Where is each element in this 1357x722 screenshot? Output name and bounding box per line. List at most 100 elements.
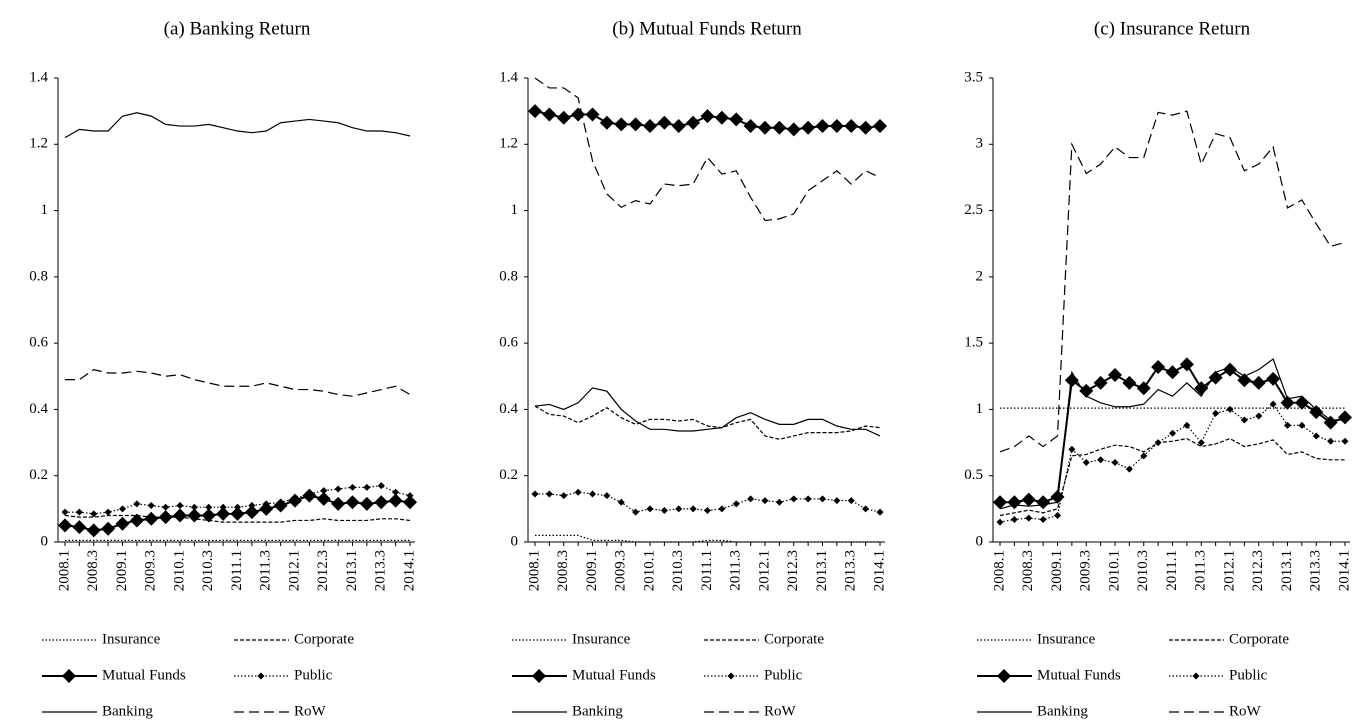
marker [689, 505, 697, 513]
marker [1093, 375, 1108, 390]
marker [603, 492, 611, 500]
marker [1251, 375, 1266, 390]
marker [1183, 421, 1191, 429]
x-tick-label: 2013.3 [843, 550, 859, 591]
series-line [999, 110, 1346, 453]
marker [996, 518, 1004, 526]
x-tick-label: 2008.1 [56, 550, 72, 591]
y-tick-label: 1 [511, 202, 519, 218]
marker [829, 119, 844, 134]
marker [1079, 383, 1094, 398]
y-tick-label: 1.2 [499, 136, 518, 152]
x-tick-label: 2008.3 [555, 550, 571, 591]
marker [833, 497, 841, 505]
legend-label: Corporate [1229, 631, 1289, 647]
x-tick-label: 2009.3 [613, 550, 629, 591]
marker [1312, 432, 1320, 440]
y-tick-label: 1 [41, 202, 49, 218]
marker [1226, 405, 1234, 413]
x-tick-label: 2012.1 [286, 550, 302, 591]
series-line [999, 403, 1345, 523]
marker [1151, 360, 1166, 375]
marker [775, 498, 783, 506]
marker [119, 505, 126, 513]
marker [173, 508, 187, 523]
marker [349, 483, 356, 491]
y-tick-label: 0.2 [29, 467, 48, 483]
marker [374, 495, 389, 510]
legend-marker [62, 669, 76, 683]
x-tick-label: 2011.3 [1193, 550, 1209, 591]
legend-label: RoW [294, 703, 327, 719]
y-tick-label: 1.4 [499, 69, 518, 85]
y-tick-label: 2.5 [964, 202, 983, 218]
marker [862, 505, 870, 513]
marker [104, 508, 112, 516]
series-line [535, 534, 880, 543]
y-tick-label: 1.4 [29, 69, 48, 85]
chart-title: (b) Mutual Funds Return [612, 18, 802, 39]
y-tick-label: 0.6 [499, 335, 518, 351]
marker [675, 505, 683, 513]
x-tick-label: 2010.3 [200, 550, 216, 591]
marker [1266, 371, 1281, 386]
x-tick-label: 2013.1 [814, 550, 830, 591]
marker [345, 495, 360, 510]
marker [819, 495, 826, 503]
legend-label: RoW [764, 703, 797, 719]
x-tick-label: 2012.3 [785, 550, 801, 591]
marker [403, 495, 417, 510]
marker [1223, 362, 1237, 377]
x-tick-label: 2013.1 [344, 550, 360, 591]
marker [277, 498, 285, 506]
marker [786, 122, 801, 137]
marker [230, 506, 245, 521]
marker [815, 119, 830, 134]
y-tick-label: 1.2 [29, 136, 48, 152]
marker [1298, 421, 1306, 429]
legend-label: Insurance [1037, 631, 1096, 647]
marker [1021, 492, 1036, 507]
legend-marker [1192, 672, 1200, 680]
marker [545, 490, 553, 498]
marker [1165, 365, 1180, 380]
marker [1237, 373, 1252, 388]
x-tick-label: 2009.3 [143, 550, 159, 591]
x-tick-label: 2008.3 [1020, 550, 1036, 591]
marker [599, 115, 614, 130]
chart-title: (a) Banking Return [164, 18, 311, 39]
marker [528, 104, 542, 119]
marker [72, 520, 87, 535]
marker [646, 505, 654, 513]
y-tick-label: 2 [976, 268, 984, 284]
marker [556, 110, 571, 125]
legend-label: Mutual Funds [572, 667, 656, 683]
marker [589, 490, 596, 498]
marker [129, 513, 144, 528]
legend-marker [257, 672, 265, 680]
x-tick-label: 2008.3 [85, 550, 101, 591]
marker [758, 120, 772, 135]
legend-label: Banking [1037, 703, 1088, 719]
marker [643, 119, 657, 134]
x-tick-label: 2009.1 [114, 550, 130, 591]
legend-marker [532, 669, 546, 683]
series-line [999, 358, 1345, 510]
legend-label: Corporate [294, 631, 354, 647]
marker [790, 495, 798, 503]
marker [75, 508, 83, 516]
marker [993, 495, 1007, 510]
marker [144, 511, 159, 526]
marker [205, 503, 213, 511]
x-tick-label: 2014.1 [871, 550, 887, 591]
marker [162, 503, 170, 511]
marker [1111, 458, 1119, 466]
x-tick-label: 2010.1 [1106, 550, 1122, 591]
x-tick-label: 2011.3 [728, 550, 744, 591]
legend-label: Mutual Funds [1037, 667, 1121, 683]
legend-label: Insurance [102, 631, 161, 647]
marker [58, 518, 72, 533]
x-tick-label: 2008.1 [526, 550, 542, 591]
